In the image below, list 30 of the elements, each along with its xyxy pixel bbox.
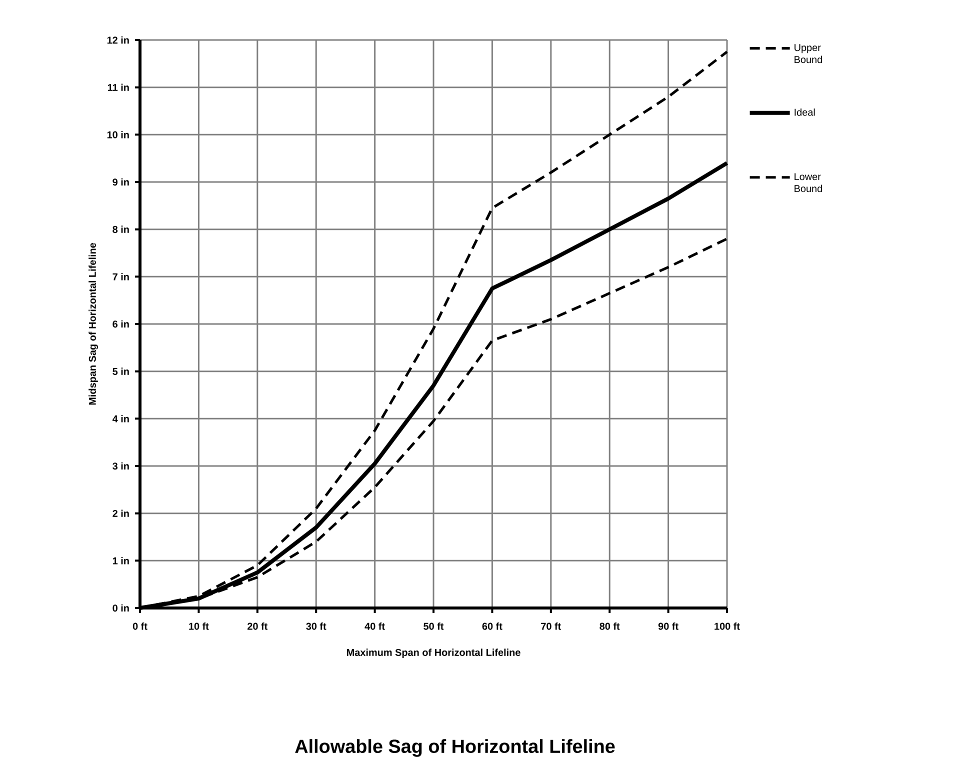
x-tick-label: 10 ft [189,622,209,630]
y-tick-label: 12 in [107,36,129,44]
y-tick-label: 9 in [112,178,129,186]
y-tick-label: 6 in [112,320,129,328]
legend-label: Upper Bound [794,44,822,64]
text: Allowable Sag of Horizontal Lifeline [295,739,615,757]
y-axis-title: Midspan Sag of Horizontal Lifeline [88,242,98,405]
y-tick-label: 10 in [107,130,129,138]
y-tick-label: 3 in [112,462,129,470]
y-tick-label: 2 in [112,510,129,517]
y-tick-label: 11 in [108,84,129,91]
y-tick-label: 8 in [112,226,129,233]
y-tick-label: 7 in [112,273,129,280]
x-tick-label: 60 ft [482,622,502,630]
x-tick-label: 80 ft [600,622,620,630]
x-tick-label: 50 ft [424,622,444,630]
x-tick-label: 70 ft [541,622,562,630]
legend-label: Ideal [794,108,815,116]
y-tick-label: 1 in [112,557,129,564]
y-tick-label: 4 in [112,415,129,422]
x-tick-label: 20 ft [248,622,268,630]
x-tick-label: 40 ft [364,622,385,630]
x-tick-label: 90 ft [658,622,678,630]
x-axis-title: Maximum Span of Horizontal Lifeline [347,648,520,658]
legend-label: Lower Bound [794,173,822,192]
x-tick-label: 0 ft [132,622,148,630]
y-tick-label: 5 in [112,368,129,375]
x-tick-label: 100 ft [714,622,740,630]
y-tick-label: 0 in [112,604,129,612]
x-tick-label: 30 ft [306,622,326,630]
